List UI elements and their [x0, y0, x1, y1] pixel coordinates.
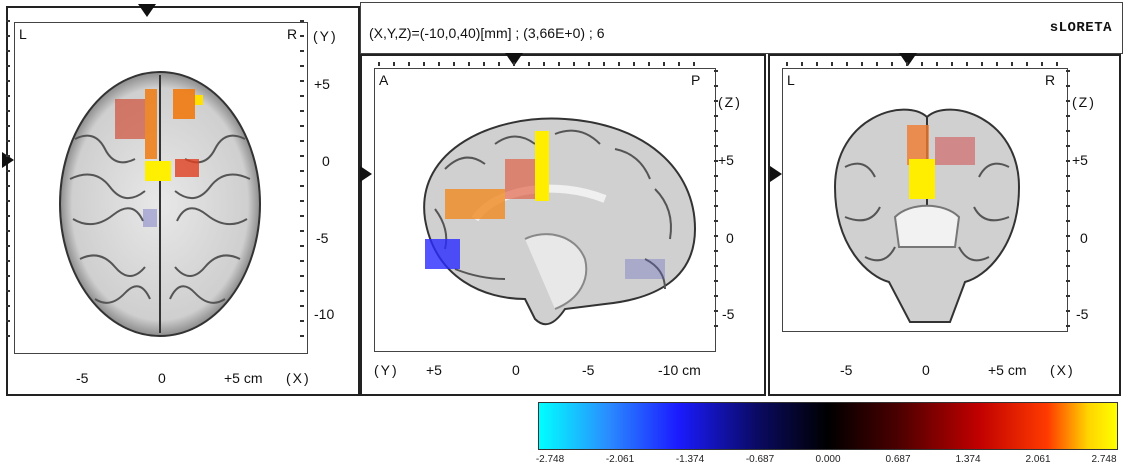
- coronal-right-label: R: [1045, 72, 1056, 88]
- coronal-view-panel[interactable]: L R (Z) +5 0 -5 -5 0 +5 cm (X): [768, 54, 1121, 396]
- coronal-z-axis-label: (Z): [1072, 94, 1096, 110]
- coronal-left-label: L: [787, 72, 795, 88]
- status-bar: (X,Y,Z)=(-10,0,40)[mm] ; (3,66E+0) ; 6 s…: [360, 2, 1123, 54]
- method-label: sLORETA: [1049, 20, 1112, 36]
- sagittal-view-panel[interactable]: A P (Z) +5 0 -5 (Y) +5 0 -5 -10 cm: [360, 54, 766, 396]
- axial-y-tick-label: -5: [316, 230, 329, 246]
- axial-right-tick-rail: [300, 20, 304, 340]
- axial-view-panel[interactable]: L R: [6, 6, 360, 396]
- coordinates-readout: (X,Y,Z)=(-10,0,40)[mm] ; (3,66E+0) ; 6: [369, 25, 605, 41]
- axial-x-tick-label: +5 cm: [224, 370, 263, 386]
- sagittal-brain-image: [423, 117, 697, 326]
- coronal-x-tick-label: 0: [922, 362, 930, 378]
- colorbar-tick-label: 1.374: [955, 454, 981, 465]
- coronal-right-tick-rail: [1066, 70, 1070, 340]
- sagittal-z-tick-label: +5: [718, 152, 734, 168]
- colorbar-tick-label: 0.687: [885, 454, 911, 465]
- sagittal-z-tick-label: -5: [722, 306, 735, 322]
- coronal-x-tick-label: +5 cm: [988, 362, 1027, 378]
- coronal-top-tick-rail: [786, 62, 1062, 66]
- axial-brain-image: [59, 71, 261, 337]
- coronal-x-axis-label: (X): [1050, 362, 1075, 378]
- axial-y-tick-label: -10: [314, 306, 335, 322]
- axial-left-tick-rail: [6, 20, 10, 340]
- sagittal-x-tick-label: +5: [426, 362, 442, 378]
- sagittal-cursor-marker-left[interactable]: [360, 166, 372, 182]
- axial-right-label: R: [287, 26, 298, 42]
- colorbar-tick-label: 0.000: [815, 454, 841, 465]
- sagittal-z-tick-label: 0: [726, 230, 734, 246]
- axial-x-tick-label: 0: [158, 370, 166, 386]
- sagittal-view-canvas[interactable]: A P: [374, 68, 716, 352]
- colorbar-tick-label: -2.061: [605, 454, 635, 465]
- axial-y-axis-label: (Y): [313, 28, 338, 44]
- colorbar: [538, 402, 1118, 450]
- coronal-brain-image: [833, 108, 1021, 323]
- axial-y-tick-label: +5: [314, 76, 330, 92]
- axial-x-axis-label: (X): [286, 370, 311, 386]
- colorbar-tick-label: 2.061: [1025, 454, 1051, 465]
- sagittal-x-tick-label: 0: [512, 362, 520, 378]
- colorbar-tick-label: -0.687: [745, 454, 775, 465]
- coronal-z-tick-label: -5: [1076, 306, 1089, 322]
- sagittal-anterior-label: A: [379, 72, 389, 88]
- coronal-z-tick-label: +5: [1072, 152, 1088, 168]
- axial-y-tick-label: 0: [322, 153, 330, 169]
- sagittal-x-tick-label: -10 cm: [658, 362, 701, 378]
- axial-x-tick-label: -5: [76, 370, 89, 386]
- coronal-cursor-marker-left[interactable]: [770, 166, 782, 182]
- colorbar-tick-label: -2.748: [535, 454, 565, 465]
- sagittal-x-tick-label: -5: [582, 362, 595, 378]
- sagittal-y-axis-label: (Y): [374, 362, 399, 378]
- sagittal-z-axis-label: (Z): [718, 94, 742, 110]
- axial-left-label: L: [19, 26, 27, 42]
- coronal-x-tick-label: -5: [840, 362, 853, 378]
- coronal-z-tick-label: 0: [1080, 230, 1088, 246]
- colorbar-tick-label: -1.374: [675, 454, 705, 465]
- axial-view-canvas[interactable]: L R: [14, 22, 308, 354]
- sagittal-right-tick-rail: [714, 70, 718, 340]
- colorbar-tick-label: 2.748: [1091, 454, 1117, 465]
- sagittal-posterior-label: P: [691, 72, 701, 88]
- axial-x-cursor-marker[interactable]: [138, 4, 156, 17]
- sagittal-top-tick-rail: [378, 62, 708, 66]
- coronal-view-canvas[interactable]: L R: [782, 68, 1068, 332]
